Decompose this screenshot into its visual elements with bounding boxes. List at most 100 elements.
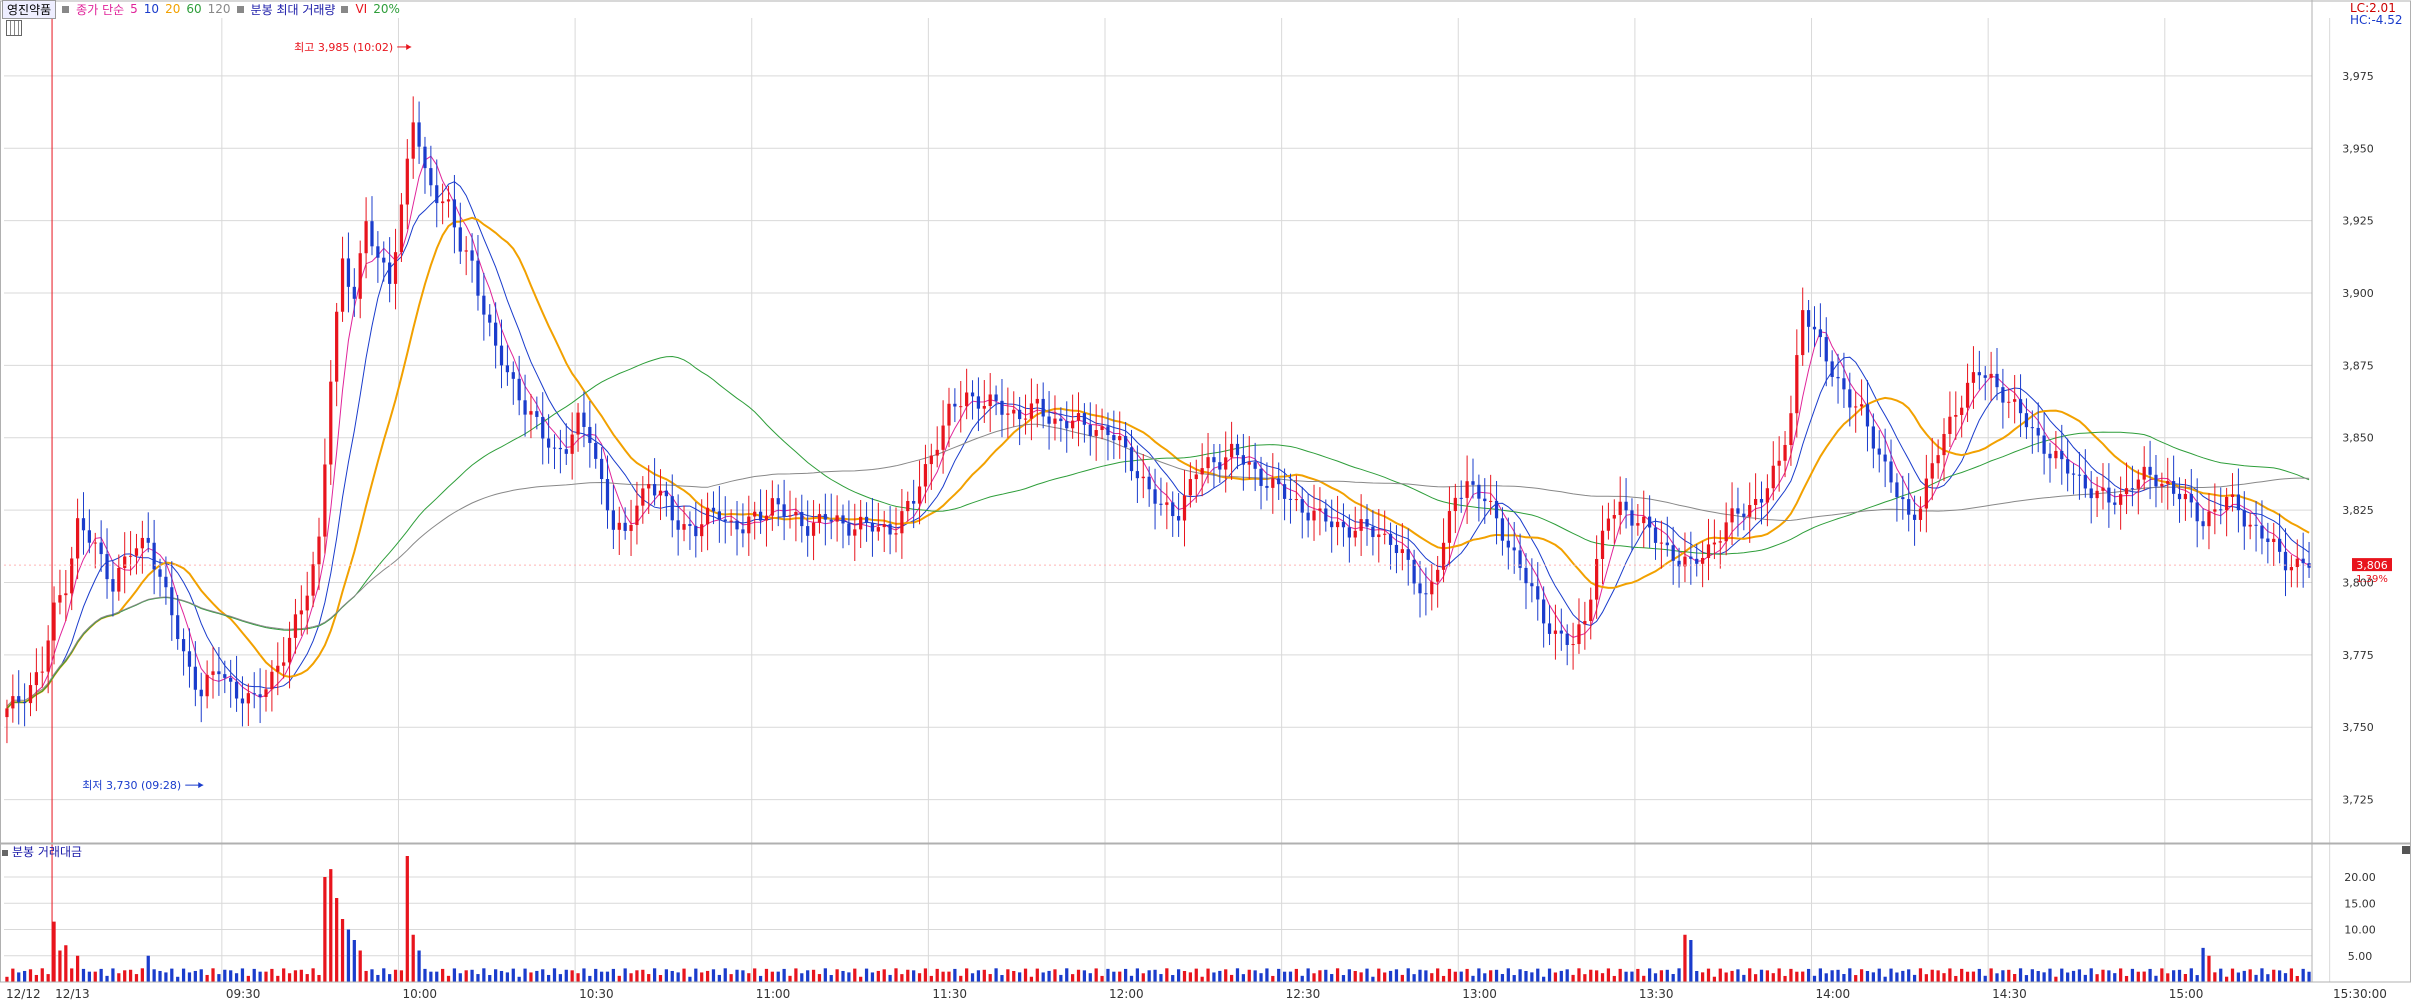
ma-20-line xyxy=(6,216,2310,710)
candle-body xyxy=(75,518,80,559)
candle-body xyxy=(853,529,857,536)
candle-body xyxy=(2083,474,2087,489)
volume-bar xyxy=(664,969,668,982)
price-panel-frame xyxy=(0,0,2411,844)
candle-body xyxy=(152,542,156,570)
price-tick-label: 3,925 xyxy=(2342,215,2374,228)
volume-bar xyxy=(111,968,115,982)
candle-body xyxy=(2095,490,2099,499)
volume-bar xyxy=(2172,970,2176,982)
hc-readout: HC:-4.52 xyxy=(2350,13,2403,27)
volume-bar xyxy=(882,969,886,982)
volume-bar xyxy=(1854,975,1858,982)
candle-body xyxy=(1765,488,1770,503)
candle-body xyxy=(1035,398,1039,404)
volume-bar xyxy=(2066,972,2070,982)
volume-settings-icon-2[interactable] xyxy=(2,849,8,856)
volume-bar xyxy=(464,970,468,982)
candle-body xyxy=(1282,484,1287,499)
volume-bar xyxy=(52,921,56,982)
ma-120-label: 120 xyxy=(207,2,231,16)
candle-body xyxy=(199,689,203,697)
volume-bar xyxy=(229,970,233,982)
volume-bar xyxy=(494,969,498,982)
volume-bar xyxy=(941,971,945,982)
vi-settings-icon[interactable] xyxy=(341,5,349,13)
candle-body xyxy=(1265,485,1269,488)
candle-body xyxy=(811,522,816,536)
candle-body xyxy=(1783,444,1787,461)
volume-bar xyxy=(2119,968,2123,982)
volume-bar xyxy=(1477,968,1481,982)
candle-body xyxy=(2107,487,2111,503)
volume-bar xyxy=(452,968,457,982)
volume-bar xyxy=(2007,969,2011,982)
candle-body xyxy=(2142,466,2146,480)
volume-bar xyxy=(564,969,568,982)
candle-body xyxy=(635,505,639,526)
volume-bar xyxy=(1960,968,1964,982)
volume-bar xyxy=(2230,968,2235,982)
volume-bar xyxy=(1229,974,1234,982)
candle-body xyxy=(2048,453,2052,459)
volume-settings-icon[interactable] xyxy=(236,5,244,13)
calculator-icon[interactable] xyxy=(6,20,22,36)
candle-body xyxy=(1706,544,1711,558)
candle-body xyxy=(1041,398,1045,417)
candle-body xyxy=(517,378,521,401)
volume-bar xyxy=(511,968,515,982)
candle-body xyxy=(758,511,763,521)
candle-body xyxy=(181,639,186,652)
candle-body xyxy=(1742,513,1746,517)
candle-body xyxy=(1306,512,1310,521)
volume-bar xyxy=(1023,968,1028,982)
candle-body xyxy=(217,671,221,675)
candle-body xyxy=(947,403,951,426)
volume-bar xyxy=(1277,968,1281,982)
ma-60-label: 60 xyxy=(186,2,202,16)
candle-body xyxy=(1229,443,1234,458)
candle-body xyxy=(982,405,986,409)
volume-bar xyxy=(287,973,292,982)
volume-bar xyxy=(1400,974,1404,982)
candle-body xyxy=(1942,433,1946,456)
candle-body xyxy=(741,529,745,534)
volume-bar xyxy=(340,919,345,982)
candle-body xyxy=(1129,447,1134,472)
candle-body xyxy=(2030,427,2034,429)
stock-name[interactable]: 영진약품 xyxy=(2,0,57,19)
volume-bar xyxy=(1630,971,1634,982)
candle-body xyxy=(2054,450,2058,459)
volume-bar xyxy=(1112,971,1116,982)
candle-body xyxy=(464,250,468,252)
ma-settings-icon[interactable] xyxy=(62,5,70,13)
volume-bar xyxy=(2024,975,2029,982)
volume-panel-legend: 분봉 거래대금 xyxy=(2,843,82,860)
candle-body xyxy=(570,434,574,454)
volume-bar xyxy=(1436,968,1440,982)
time-tick-label: 12/12 xyxy=(6,987,41,1001)
volume-bar xyxy=(894,968,898,982)
volume-bar xyxy=(876,970,880,982)
candle-body xyxy=(1394,544,1399,554)
candle-body xyxy=(882,524,886,528)
volume-bar xyxy=(276,975,280,982)
candle-body xyxy=(158,569,162,577)
volume-bar xyxy=(1365,968,1369,982)
volume-bar xyxy=(388,974,392,982)
candle-body xyxy=(1759,498,1764,503)
volume-bar xyxy=(1524,971,1528,982)
candle-body xyxy=(1689,556,1693,559)
candle-body xyxy=(1123,436,1128,448)
candle-body xyxy=(1359,519,1363,531)
volume-bar xyxy=(1018,972,1022,982)
candle-body xyxy=(164,576,168,588)
candle-body xyxy=(794,511,798,516)
panel-toggle-icon[interactable] xyxy=(2402,846,2410,854)
time-tick-label: 15:30:00 xyxy=(2333,987,2387,1001)
candle-body xyxy=(2060,450,2064,460)
volume-bar xyxy=(1394,969,1399,982)
volume-bar xyxy=(2166,973,2170,982)
volume-bar xyxy=(735,969,739,982)
